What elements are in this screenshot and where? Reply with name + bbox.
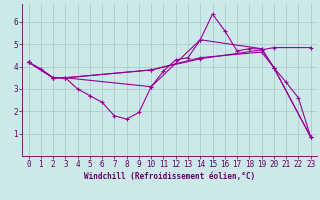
X-axis label: Windchill (Refroidissement éolien,°C): Windchill (Refroidissement éolien,°C) [84,172,255,181]
